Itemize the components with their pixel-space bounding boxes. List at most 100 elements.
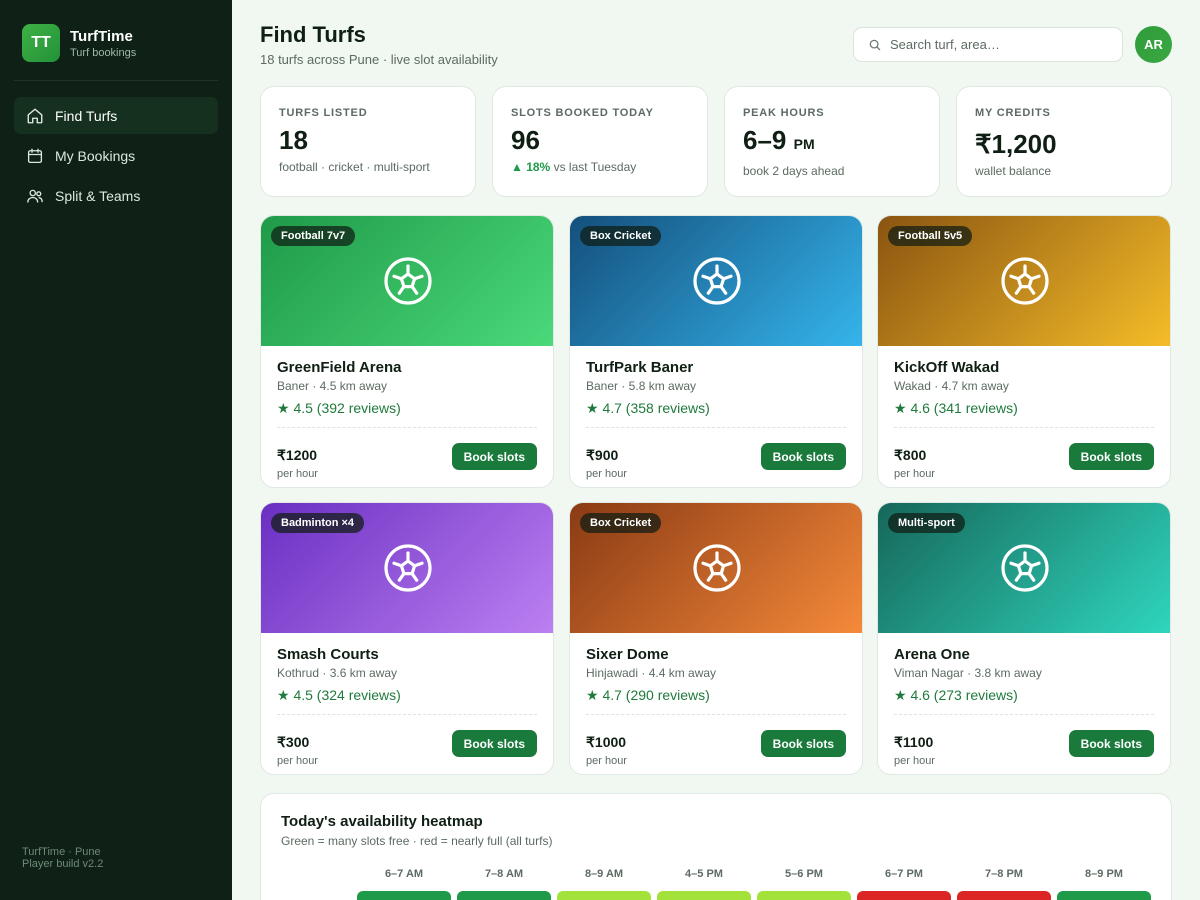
turf-rating: ★ 4.5 (392 reviews) bbox=[277, 400, 401, 416]
book-slots-button[interactable]: Book slots bbox=[1068, 730, 1154, 757]
turf-card[interactable]: Football 5v5 KickOff Wakad Wakad · 4.7 km … bbox=[877, 215, 1171, 488]
sidebar-item-find-turfs[interactable]: Find Turfs bbox=[14, 97, 218, 134]
sport-tag: Box Cricket bbox=[580, 513, 662, 533]
turf-name: Smash Courts bbox=[277, 646, 379, 663]
sport-tag: Box Cricket bbox=[580, 226, 662, 246]
stat-note: wallet balance bbox=[975, 164, 1052, 178]
card-divider bbox=[277, 427, 537, 428]
heatmap-column-header: 5–6 PM bbox=[785, 868, 823, 880]
heatmap-cell[interactable] bbox=[557, 891, 651, 900]
stat-card-slots-booked: SLOTS BOOKED TODAY 96 ▲ 18% vs last Tues… bbox=[492, 86, 708, 197]
stat-label: TURFS LISTED bbox=[279, 107, 368, 119]
book-slots-button[interactable]: Book slots bbox=[760, 443, 846, 470]
sport-tag: Football 5v5 bbox=[888, 226, 973, 246]
footer-location: TurfTime · Pune bbox=[22, 846, 101, 858]
heatmap-column-header: 6–7 AM bbox=[384, 868, 424, 880]
sidebar-item-my-bookings[interactable]: My Bookings bbox=[14, 137, 218, 174]
book-slots-button[interactable]: Book slots bbox=[451, 443, 537, 470]
football-icon bbox=[693, 544, 741, 592]
turf-rating: ★ 4.6 (273 reviews) bbox=[894, 687, 1018, 703]
search-input[interactable] bbox=[890, 37, 1110, 52]
stat-value: 6–9 PM bbox=[743, 125, 921, 159]
calendar-icon bbox=[27, 148, 43, 163]
brand: TT TurfTime Turf bookings bbox=[22, 24, 136, 62]
home-icon bbox=[27, 108, 43, 123]
price-unit: per hour bbox=[277, 755, 318, 767]
football-icon bbox=[693, 257, 741, 305]
football-icon bbox=[1001, 544, 1049, 592]
turf-price: ₹1000 bbox=[586, 734, 627, 750]
sidebar: TT TurfTime Turf bookings Find Turfs My … bbox=[0, 0, 232, 900]
card-divider bbox=[277, 714, 537, 715]
stat-note: ▲ 18% vs last Tuesday bbox=[511, 160, 689, 174]
stat-card-peak-hours: PEAK HOURS 6–9 PM book 2 days ahead bbox=[724, 86, 940, 197]
search-icon bbox=[869, 39, 881, 50]
card-divider bbox=[586, 714, 846, 715]
turf-location: Viman Nagar · 3.8 km away bbox=[894, 666, 1042, 680]
heatmap-cell[interactable] bbox=[657, 891, 751, 900]
turf-card[interactable]: Football 7v7 GreenField Arena Baner · 4.5 … bbox=[260, 215, 554, 488]
stat-value: ₹1,200 bbox=[975, 129, 1057, 159]
stat-value: 96 bbox=[511, 125, 540, 155]
turf-price: ₹300 bbox=[277, 734, 310, 750]
heatmap-cell[interactable] bbox=[357, 891, 451, 900]
stat-label: MY CREDITS bbox=[975, 107, 1051, 119]
heatmap-title: Today's availability heatmap bbox=[281, 813, 483, 830]
turf-details: TurfPark Baner Baner · 5.8 km away ★ 4.7 (… bbox=[586, 346, 846, 480]
turf-details: GreenField Arena Baner · 4.5 km away ★ 4.5… bbox=[277, 346, 537, 480]
turf-rating: ★ 4.5 (324 reviews) bbox=[277, 687, 401, 703]
book-slots-button[interactable]: Book slots bbox=[760, 730, 846, 757]
turf-rating: ★ 4.7 (358 reviews) bbox=[586, 400, 710, 416]
football-icon bbox=[384, 544, 432, 592]
sidebar-footer: TurfTime · Pune Player build v2.2 bbox=[22, 846, 103, 870]
sport-tag: Multi-sport bbox=[888, 513, 965, 533]
price-unit: per hour bbox=[586, 468, 627, 480]
heatmap-cell[interactable] bbox=[457, 891, 551, 900]
price-unit: per hour bbox=[894, 755, 935, 767]
price-unit: per hour bbox=[586, 755, 627, 767]
heatmap-cell[interactable] bbox=[857, 891, 951, 900]
sidebar-item-split-teams[interactable]: Split & Teams bbox=[14, 177, 218, 214]
turf-name: Arena One bbox=[894, 646, 970, 663]
football-icon bbox=[384, 257, 432, 305]
heatmap-cell[interactable] bbox=[1057, 891, 1151, 900]
turf-name: TurfPark Baner bbox=[586, 359, 694, 376]
heatmap-cell[interactable] bbox=[957, 891, 1051, 900]
trend-note: vs last Tuesday bbox=[553, 160, 637, 174]
turf-location: Wakad · 4.7 km away bbox=[894, 379, 1009, 393]
users-icon bbox=[27, 189, 43, 203]
turf-location: Kothrud · 3.6 km away bbox=[277, 666, 398, 680]
turf-card[interactable]: Box Cricket Sixer Dome Hinjawadi · 4.4 km … bbox=[569, 502, 863, 775]
sidebar-item-label: Find Turfs bbox=[55, 107, 118, 124]
footer-build: Player build v2.2 bbox=[22, 858, 104, 870]
turf-card[interactable]: Multi-sport Arena One Viman Nagar · 3.8 km… bbox=[877, 502, 1171, 775]
turf-details: KickOff Wakad Wakad · 4.7 km away ★ 4.6 (3… bbox=[894, 346, 1154, 480]
trend-badge: ▲ 18% bbox=[511, 160, 551, 174]
heatmap-column-header: 7–8 AM bbox=[484, 868, 524, 880]
turf-banner: Multi-sport bbox=[878, 503, 1170, 633]
card-divider bbox=[586, 427, 846, 428]
turf-card[interactable]: Badminton ×4 Smash Courts Kothrud · 3.6 km… bbox=[260, 502, 554, 775]
book-slots-button[interactable]: Book slots bbox=[451, 730, 537, 757]
heatmap-column-header: 7–8 PM bbox=[985, 868, 1023, 880]
heatmap-cell[interactable] bbox=[757, 891, 851, 900]
stat-note: book 2 days ahead bbox=[743, 164, 845, 178]
turf-name: KickOff Wakad bbox=[894, 359, 1000, 376]
avatar[interactable]: AR bbox=[1135, 26, 1172, 63]
turf-rating: ★ 4.6 (341 reviews) bbox=[894, 400, 1018, 416]
app-name: TurfTime bbox=[70, 27, 133, 45]
app-subtitle: Turf bookings bbox=[70, 46, 137, 59]
stat-value-unit: PM bbox=[793, 136, 815, 152]
turf-price: ₹800 bbox=[894, 447, 927, 463]
turf-banner: Badminton ×4 bbox=[261, 503, 553, 633]
turf-details: Smash Courts Kothrud · 3.6 km away ★ 4.5 (… bbox=[277, 633, 537, 767]
turf-price: ₹1200 bbox=[277, 447, 318, 463]
search-box[interactable] bbox=[853, 27, 1123, 62]
page-subtitle: 18 turfs across Pune · live slot availab… bbox=[260, 52, 498, 67]
book-slots-button[interactable]: Book slots bbox=[1068, 443, 1154, 470]
page-title: Find Turfs bbox=[260, 22, 366, 47]
heatmap-column-header: 6–7 PM bbox=[885, 868, 923, 880]
app-logo: TT bbox=[22, 24, 60, 62]
turf-card[interactable]: Box Cricket TurfPark Baner Baner · 5.8 km … bbox=[569, 215, 863, 488]
turf-name: GreenField Arena bbox=[277, 359, 402, 376]
